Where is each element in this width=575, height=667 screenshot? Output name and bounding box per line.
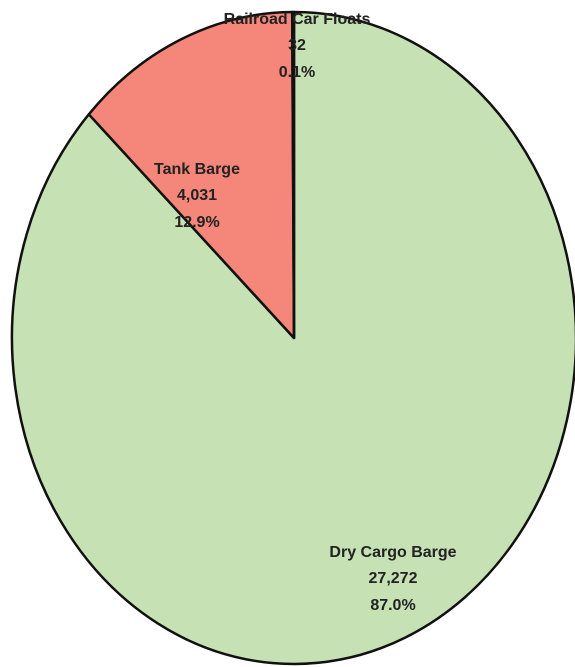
slice-percent-label: 0.1% bbox=[279, 64, 315, 81]
slice-value-label: 4,031 bbox=[177, 187, 217, 204]
slice-label: Tank Barge bbox=[154, 161, 240, 178]
slice-value-label: 32 bbox=[288, 37, 306, 54]
slice-label: Dry Cargo Barge bbox=[329, 544, 456, 561]
slice-label: Railroad Car Floats bbox=[224, 11, 371, 28]
slice-value-label: 27,272 bbox=[369, 570, 418, 587]
slice-percent-label: 12.9% bbox=[174, 214, 219, 231]
pie-slice bbox=[290, 10, 296, 340]
pie-slice bbox=[87, 10, 296, 340]
slice-percent-label: 87.0% bbox=[370, 597, 415, 614]
